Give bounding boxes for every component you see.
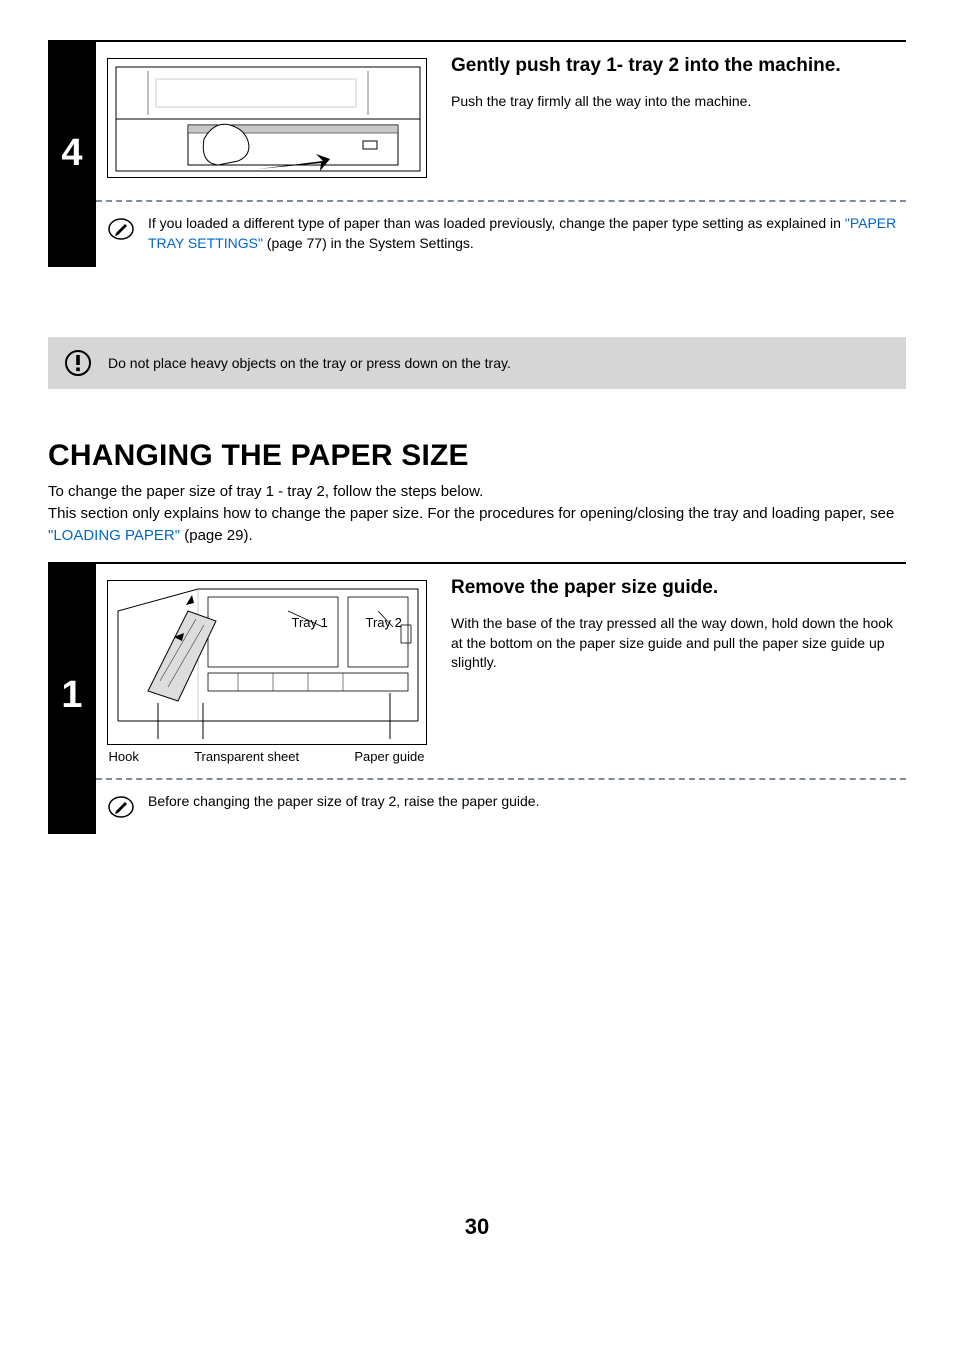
warning-text: Do not place heavy objects on the tray o… (96, 355, 511, 371)
warning-box: Do not place heavy objects on the tray o… (48, 337, 906, 389)
step-4-note-post: (page 77) in the System Settings. (263, 235, 474, 251)
caution-icon (60, 349, 96, 377)
section-intro: To change the paper size of tray 1 - tra… (48, 481, 906, 546)
step-1-body: With the base of the tray pressed all th… (451, 614, 906, 673)
label-paper-guide: Paper guide (354, 749, 424, 764)
pencil-note-icon (106, 214, 136, 242)
step-1-number: 1 (61, 674, 82, 717)
step-number-column: 4 (48, 42, 96, 267)
step-4-heading: Gently push tray 1- tray 2 into the mach… (451, 54, 906, 78)
callout-tray-2: Tray 2 (366, 615, 402, 630)
step-1-note: Before changing the paper size of tray 2… (96, 786, 906, 834)
step-4-number: 4 (61, 132, 82, 175)
page-number: 30 (48, 1214, 906, 1240)
intro-line1: To change the paper size of tray 1 - tra… (48, 483, 483, 500)
step-4-note: If you loaded a different type of paper … (96, 208, 906, 267)
label-hook: Hook (109, 749, 139, 764)
diagram-bottom-labels: Hook Transparent sheet Paper guide (107, 749, 427, 764)
loading-paper-link[interactable]: "LOADING PAPER" (48, 527, 180, 544)
step-4-illustration (96, 50, 431, 186)
step-1-note-text: Before changing the paper size of tray 2… (136, 792, 906, 812)
section-title: CHANGING THE PAPER SIZE (48, 439, 906, 473)
callout-tray-1: Tray 1 (292, 615, 328, 630)
dashed-divider (96, 200, 906, 202)
step-1-block: 1 (48, 562, 906, 834)
dashed-divider (96, 778, 906, 780)
intro-line2-pre: This section only explains how to change… (48, 505, 894, 522)
step-1-heading: Remove the paper size guide. (451, 576, 906, 600)
step-4-body: Push the tray firmly all the way into th… (451, 92, 906, 112)
step-1-illustration: Tray 1 Tray 2 Hook Transparent sheet Pap… (96, 572, 431, 764)
label-transparent-sheet: Transparent sheet (194, 749, 299, 764)
step-number-column: 1 (48, 564, 96, 834)
step-4-note-pre: If you loaded a different type of paper … (148, 215, 845, 231)
intro-line2-post: (page 29). (180, 527, 253, 544)
step-4-block: 4 (48, 40, 906, 267)
pencil-note-icon (106, 792, 136, 820)
